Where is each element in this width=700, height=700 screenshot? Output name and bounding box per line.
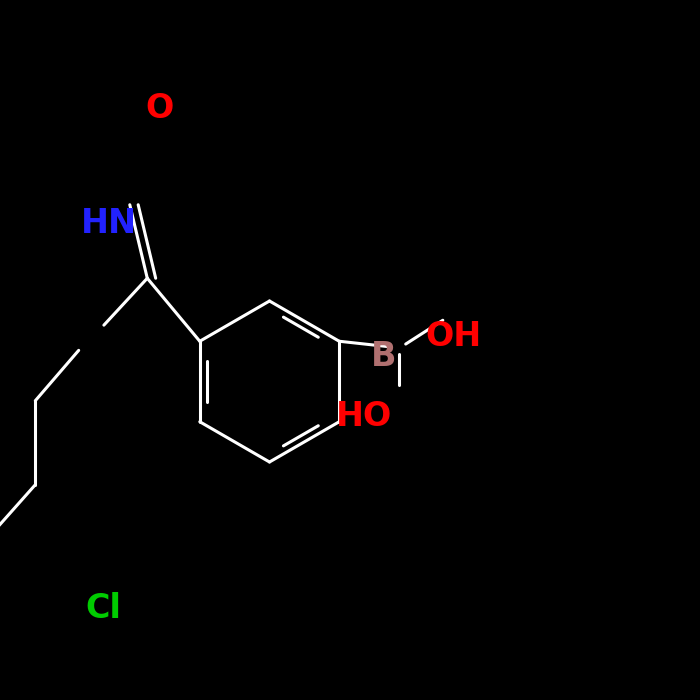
Text: B: B bbox=[371, 340, 396, 374]
Text: HO: HO bbox=[336, 400, 392, 433]
Text: HN: HN bbox=[80, 207, 136, 241]
Text: Cl: Cl bbox=[85, 592, 122, 626]
Text: OH: OH bbox=[426, 319, 482, 353]
Text: O: O bbox=[146, 92, 174, 125]
